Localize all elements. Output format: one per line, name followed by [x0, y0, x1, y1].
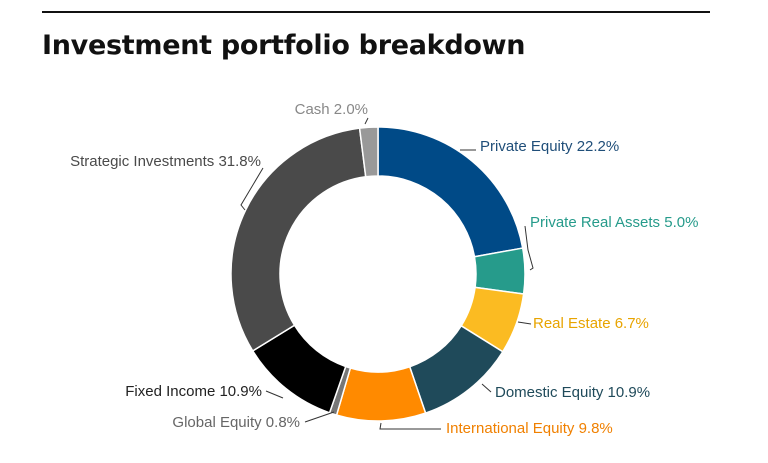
slice-cash [358, 126, 379, 178]
leader-private-real-assets [524, 225, 534, 271]
slice-labels: Private Equity 22.2% Private Real Assets … [70, 101, 698, 437]
label-international-equity: International Equity 9.8% [446, 420, 613, 437]
label-private-real-assets: Private Real Assets 5.0% [530, 214, 698, 231]
leader-strategic-investments [240, 167, 264, 211]
leader-global-equity [304, 411, 335, 423]
leader-international-equity [379, 422, 441, 430]
donut-slices [230, 126, 526, 422]
leader-fixed-income [265, 390, 284, 399]
label-fixed-income: Fixed Income 10.9% [125, 383, 262, 400]
label-domestic-equity: Domestic Equity 10.9% [495, 384, 650, 401]
leader-real-estate [517, 321, 532, 325]
slice-international-equity [335, 365, 427, 422]
top-rule [42, 11, 710, 13]
label-strategic-investments: Strategic Investments 31.8% [70, 153, 261, 170]
label-cash: Cash 2.0% [295, 101, 368, 118]
leader-cash [364, 117, 369, 125]
label-global-equity: Global Equity 0.8% [172, 414, 300, 431]
chart-title: Investment portfolio breakdown [42, 30, 526, 61]
slice-strategic-investments [230, 127, 367, 352]
leader-lines [240, 117, 534, 430]
slice-private-real-assets [473, 247, 526, 295]
leader-domestic-equity [481, 383, 492, 393]
label-real-estate: Real Estate 6.7% [533, 315, 649, 332]
label-private-equity: Private Equity 22.2% [480, 138, 619, 155]
